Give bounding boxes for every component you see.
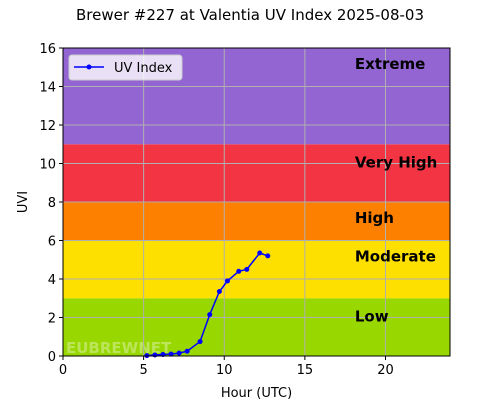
data-point	[168, 351, 174, 357]
data-point	[265, 253, 271, 259]
band-label-low: Low	[355, 307, 389, 325]
data-point	[184, 348, 190, 354]
data-point	[216, 289, 222, 295]
data-point	[176, 350, 182, 356]
legend-marker-sample	[86, 64, 92, 70]
data-point	[207, 312, 213, 318]
data-point	[257, 250, 263, 256]
x-tick-label: 5	[139, 363, 147, 378]
band-label-very-high: Very High	[355, 153, 437, 171]
y-tick-label: 4	[48, 273, 56, 288]
data-point	[236, 268, 242, 274]
x-tick-label: 20	[377, 363, 394, 378]
y-tick-label: 16	[39, 42, 56, 57]
x-tick-label: 0	[59, 363, 67, 378]
y-tick-label: 8	[48, 196, 56, 211]
y-axis-label: UVI	[16, 191, 31, 213]
y-tick-label: 6	[48, 235, 56, 250]
chart-title: Brewer #227 at Valentia UV Index 2025-08…	[76, 6, 424, 24]
eubrewnet-watermark: EUBREWNET	[66, 339, 172, 357]
data-point	[197, 339, 203, 345]
y-tick-label: 12	[39, 119, 56, 134]
x-tick-label: 10	[216, 363, 233, 378]
band-label-moderate: Moderate	[355, 248, 436, 266]
legend-entry-uv-index: UV Index	[114, 61, 173, 76]
y-tick-label: 0	[48, 350, 56, 365]
y-tick-label: 10	[39, 158, 56, 173]
y-tick-label: 2	[48, 312, 56, 327]
band-label-extreme: Extreme	[355, 55, 425, 73]
legend-box	[68, 54, 183, 81]
legend: UV Index	[68, 54, 183, 81]
axis-ticks: 0 5 10 15 20 0 2 4 6 8 10 12 14 16	[39, 42, 393, 378]
uv-band-labels: Low Moderate High Very High Extreme	[355, 55, 437, 325]
x-tick-label: 15	[297, 363, 314, 378]
band-label-high: High	[355, 209, 394, 227]
data-point	[244, 266, 250, 272]
data-point	[152, 352, 158, 358]
y-tick-label: 14	[39, 81, 56, 96]
x-axis-label: Hour (UTC)	[221, 386, 292, 400]
data-point	[224, 278, 230, 284]
